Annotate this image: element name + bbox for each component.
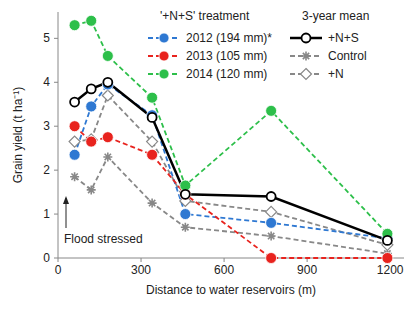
marker <box>69 136 80 147</box>
marker <box>148 113 157 122</box>
x-axis-title: Distance to water reservoirs (m) <box>146 283 316 297</box>
y-tick-label: 5 <box>43 31 50 45</box>
y-tick-label: 3 <box>43 119 50 133</box>
marker <box>86 15 97 26</box>
marker <box>86 101 97 112</box>
marker <box>148 199 157 208</box>
marker <box>69 121 80 132</box>
marker <box>70 172 79 181</box>
series-line <box>75 82 388 240</box>
marker <box>159 69 169 79</box>
legend-label: +N+S <box>328 31 359 45</box>
legend-label: 2013 (105 mm) <box>186 49 267 63</box>
series-line <box>75 21 388 234</box>
x-tick-label: 900 <box>297 263 317 277</box>
marker <box>159 51 169 61</box>
y-tick-label: 0 <box>43 251 50 265</box>
legend-label: 2012 (194 mm)* <box>186 31 272 45</box>
legend-label: Control <box>328 49 367 63</box>
marker <box>159 33 169 43</box>
marker <box>147 136 158 147</box>
y-tick <box>54 82 58 83</box>
y-tick-label: 2 <box>43 163 50 177</box>
annotation: Flood stressed <box>64 232 143 246</box>
marker <box>181 190 190 199</box>
y-tick <box>54 38 58 39</box>
marker <box>266 206 277 217</box>
marker <box>267 192 276 201</box>
marker <box>266 217 277 228</box>
marker <box>102 132 113 143</box>
y-axis-title: Grain yield (t ha⁻¹) <box>11 87 25 184</box>
x-tick <box>141 258 142 262</box>
marker <box>180 189 191 200</box>
marker <box>266 105 277 116</box>
plot-area <box>69 15 393 263</box>
y-tick <box>54 214 58 215</box>
marker <box>69 20 80 31</box>
marker <box>302 52 311 61</box>
x-tick-label: 0 <box>55 263 62 277</box>
x-tick-label: 1200 <box>377 263 404 277</box>
annotation-arrowhead <box>63 196 69 204</box>
series-line <box>75 84 388 238</box>
marker <box>383 236 392 245</box>
chart: 0 300 600 900 1200 0 1 2 3 4 5 Distance to water re… <box>0 0 420 336</box>
marker <box>267 232 276 241</box>
x-tick <box>224 258 225 262</box>
marker <box>181 223 190 232</box>
marker <box>266 253 277 264</box>
legend-label: +N <box>328 67 344 81</box>
marker <box>103 152 112 161</box>
x-axis <box>58 258 404 259</box>
marker <box>70 98 79 107</box>
marker <box>102 50 113 61</box>
y-tick <box>54 258 58 259</box>
marker <box>103 78 112 87</box>
marker <box>302 34 311 43</box>
legend-title: 3-year mean <box>302 9 369 23</box>
marker <box>87 185 96 194</box>
legend-label: 2014 (120 mm) <box>186 67 267 81</box>
marker <box>382 253 393 264</box>
y-axis <box>58 12 59 258</box>
y-tick <box>54 170 58 171</box>
x-tick <box>58 258 59 262</box>
x-tick-label: 300 <box>131 263 151 277</box>
marker <box>301 69 312 80</box>
y-tick-label: 1 <box>43 207 50 221</box>
x-tick-label: 600 <box>214 263 234 277</box>
marker <box>102 90 113 101</box>
legend-title: '+N+S' treatment <box>160 9 250 23</box>
marker <box>69 149 80 160</box>
marker <box>86 136 97 147</box>
y-tick <box>54 126 58 127</box>
marker <box>147 149 158 160</box>
marker <box>147 92 158 103</box>
marker <box>87 84 96 93</box>
marker <box>180 209 191 220</box>
y-tick-label: 4 <box>43 75 50 89</box>
